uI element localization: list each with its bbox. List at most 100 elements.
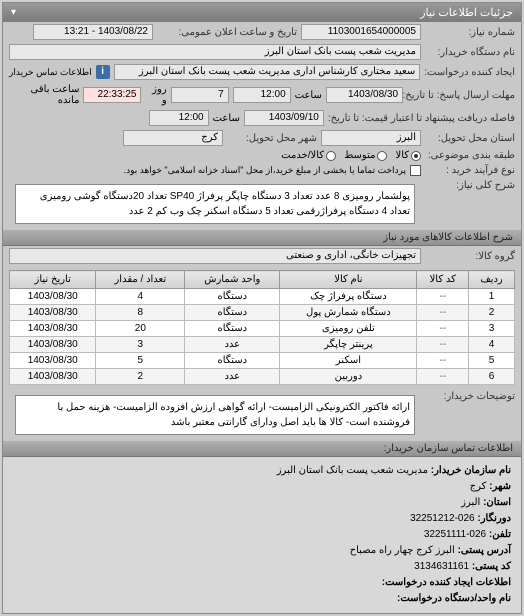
c-address-label: آدرس پستی: xyxy=(458,545,511,556)
c-postal: 3134631161 xyxy=(414,561,469,572)
budget-label: طبقه بندی موضوعی: xyxy=(425,150,515,161)
table-cell: 6 xyxy=(469,369,515,385)
table-row: 1--دستگاه پرفراژ چکدستگاه41403/08/30 xyxy=(10,289,515,305)
buyer-note-label: توضیحات خریدار: xyxy=(425,391,515,402)
process-note: پرداخت تماما یا بخشی از مبلغ خرید،از محل… xyxy=(124,165,406,176)
table-cell: دستگاه xyxy=(185,289,280,305)
process-checkbox[interactable] xyxy=(410,165,421,176)
time-label-1: ساعت xyxy=(295,90,322,101)
table-cell: 2 xyxy=(469,305,515,321)
process-label: نوع فرآیند خرید : xyxy=(425,165,515,176)
col-date: تاریخ نیاز xyxy=(10,271,96,289)
table-row: 4--پرینتر چاپگرعدد31403/08/30 xyxy=(10,337,515,353)
c-phone: 026-32251111 xyxy=(424,529,486,540)
items-table-wrap: ردیف کد کالا نام کالا واحد شمارش تعداد /… xyxy=(9,270,515,385)
contact-section-header: اطلاعات تماس سازمان خریدار: xyxy=(3,441,521,457)
panel-header: جزئیات اطلاعات نیاز ▾ xyxy=(3,3,521,22)
col-code: کد کالا xyxy=(417,271,469,289)
info-icon[interactable]: i xyxy=(96,65,110,79)
items-table: ردیف کد کالا نام کالا واحد شمارش تعداد /… xyxy=(9,270,515,385)
deadline-send-label: مهلت ارسال پاسخ: تا تاریخ: xyxy=(407,90,515,101)
table-row: 3--تلفن رومیزیدستگاه201403/08/30 xyxy=(10,321,515,337)
main-panel: جزئیات اطلاعات نیاز ▾ شماره نیاز: 110300… xyxy=(2,2,522,614)
table-cell: 4 xyxy=(469,337,515,353)
remain-label: ساعت باقی مانده xyxy=(9,84,79,106)
time-remaining: 22:33:25 xyxy=(83,87,141,103)
buyer-note-value: ارائه فاکتور الکترونیکی الزامیست- ارائه … xyxy=(15,395,415,435)
requester-label: ایجاد کننده درخواست: xyxy=(424,67,515,78)
table-cell: -- xyxy=(417,289,469,305)
requester-value: سعید مختاری کارشناس اداری مدیریت شعب پست… xyxy=(114,64,421,80)
table-cell: 1403/08/30 xyxy=(10,289,96,305)
announce-label: تاریخ و ساعت اعلان عمومی: xyxy=(157,27,297,38)
table-cell: -- xyxy=(417,305,469,321)
c-org: مدیریت شعب پست بانک استان البرز xyxy=(277,465,428,476)
table-row: 5--اسکنردستگاه51403/08/30 xyxy=(10,353,515,369)
col-qty: تعداد / مقدار xyxy=(96,271,185,289)
table-cell: 1403/08/30 xyxy=(10,321,96,337)
table-cell: دستگاه پرفراژ چک xyxy=(280,289,417,305)
items-section-header: شرح اطلاعات کالاهای مورد نیاز xyxy=(3,230,521,246)
c-org-label: نام سازمان خریدار: xyxy=(431,465,511,476)
c-address: البرز کرج چهار راه مصباح xyxy=(350,545,455,556)
table-cell: عدد xyxy=(185,369,280,385)
days-remaining: 7 xyxy=(171,87,229,103)
contact-section: نام سازمان خریدار: مدیریت شعب پست بانک ا… xyxy=(3,457,521,613)
c-fax-label: دورنگار: xyxy=(477,513,511,524)
c-city-label: شهر: xyxy=(489,481,511,492)
contact-info-label: اطلاعات تماس خریدار xyxy=(9,67,92,78)
table-cell: دوربین xyxy=(280,369,417,385)
table-cell: 1403/08/30 xyxy=(10,305,96,321)
radio-option-b[interactable]: متوسط xyxy=(344,150,387,161)
buyer-org-value: مدیریت شعب پست بانک استان البرز xyxy=(9,44,421,60)
deadline-send-time: 12:00 xyxy=(233,87,291,103)
collapse-icon[interactable]: ▾ xyxy=(11,7,16,18)
c-unit-label: نام واحد/دستگاه درخواست: xyxy=(397,593,511,604)
group-label: گروه کالا: xyxy=(425,251,515,262)
table-cell: 8 xyxy=(96,305,185,321)
table-row: 6--دوربینعدد21403/08/30 xyxy=(10,369,515,385)
table-cell: عدد xyxy=(185,337,280,353)
table-cell: 3 xyxy=(469,321,515,337)
table-row: 2--دستگاه شمارش پولدستگاه81403/08/30 xyxy=(10,305,515,321)
col-unit: واحد شمارش xyxy=(185,271,280,289)
c-state-label: استان: xyxy=(483,497,511,508)
panel-title: جزئیات اطلاعات نیاز xyxy=(420,6,513,19)
table-cell: دستگاه xyxy=(185,321,280,337)
table-header-row: ردیف کد کالا نام کالا واحد شمارش تعداد /… xyxy=(10,271,515,289)
table-cell: 3 xyxy=(96,337,185,353)
col-row: ردیف xyxy=(469,271,515,289)
c-city: کرج xyxy=(470,481,487,492)
announce-value: 1403/08/22 - 13:21 xyxy=(33,24,153,40)
validity-time: 12:00 xyxy=(149,110,209,126)
deadline-send-date: 1403/08/30 xyxy=(326,87,403,103)
table-cell: 1403/08/30 xyxy=(10,353,96,369)
table-cell: 4 xyxy=(96,289,185,305)
request-number-label: شماره نیاز: xyxy=(425,27,515,38)
c-phone-label: تلفن: xyxy=(489,529,511,540)
table-cell: 1 xyxy=(469,289,515,305)
c-creator-label: اطلاعات ایجاد کننده درخواست: xyxy=(382,577,511,588)
delivery-state-label: استان محل تحویل: xyxy=(425,133,515,144)
table-cell: 5 xyxy=(96,353,185,369)
table-cell: -- xyxy=(417,321,469,337)
table-cell: 5 xyxy=(469,353,515,369)
general-desc-label: شرح کلی نیاز: xyxy=(425,180,515,191)
days-label: روز و xyxy=(145,84,166,106)
table-cell: -- xyxy=(417,353,469,369)
radio-option-c[interactable]: کالا/خدمت xyxy=(281,150,336,161)
delivery-state-value: البرز xyxy=(321,130,421,146)
c-state: البرز xyxy=(461,497,480,508)
time-label-2: ساعت xyxy=(213,113,240,124)
radio-option-a[interactable]: کالا xyxy=(395,150,421,161)
table-cell: دستگاه شمارش پول xyxy=(280,305,417,321)
buyer-org-label: نام دستگاه خریدار: xyxy=(425,47,515,58)
table-cell: تلفن رومیزی xyxy=(280,321,417,337)
group-value: تجهیزات خانگی، اداری و صنعتی xyxy=(9,248,421,264)
c-fax: 026-32251212 xyxy=(410,513,475,524)
budget-radio-group: کالا متوسط کالا/خدمت xyxy=(281,150,421,161)
validity-label: فاصله دریافت پیشنهاد تا اعتبار قیمت: تا … xyxy=(328,113,515,124)
table-cell: 1403/08/30 xyxy=(10,337,96,353)
delivery-city-label: شهر محل تحویل: xyxy=(227,133,317,144)
validity-date: 1403/09/10 xyxy=(244,110,324,126)
